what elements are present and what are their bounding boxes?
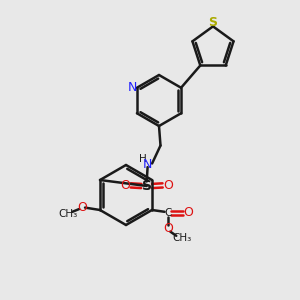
- Text: O: O: [120, 179, 130, 192]
- Text: C: C: [164, 208, 172, 218]
- Text: S: S: [142, 179, 152, 193]
- Text: O: O: [163, 221, 173, 235]
- Text: S: S: [208, 16, 217, 29]
- Text: O: O: [183, 206, 193, 220]
- Text: N: N: [128, 81, 137, 94]
- Text: CH₃: CH₃: [172, 233, 191, 243]
- Text: CH₃: CH₃: [58, 208, 78, 219]
- Text: N: N: [143, 158, 152, 171]
- Text: O: O: [164, 179, 173, 192]
- Text: H: H: [139, 154, 147, 164]
- Text: O: O: [78, 201, 88, 214]
